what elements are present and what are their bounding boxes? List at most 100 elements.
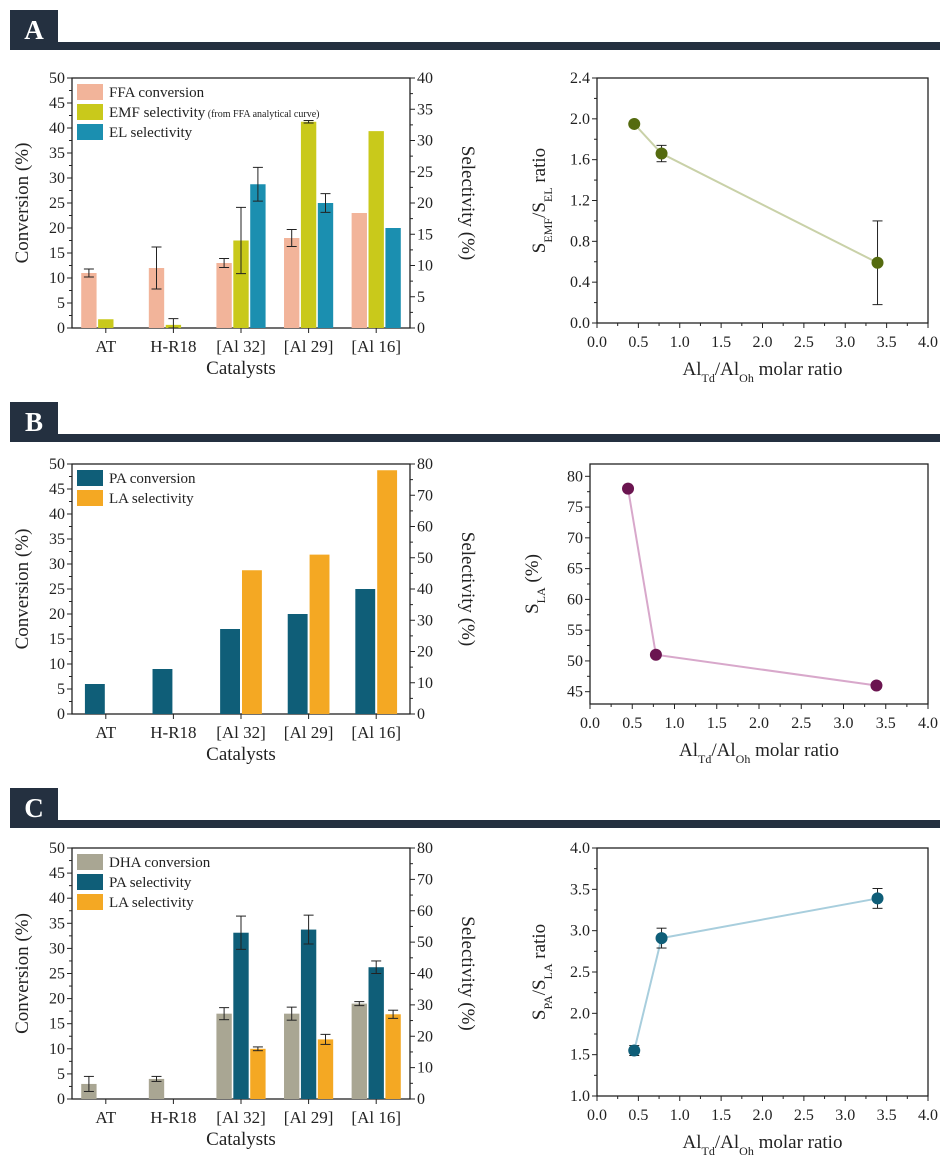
right-tick-label: 30 [417,612,433,629]
category-label: AT [95,337,116,356]
x-tick-label: 1.0 [670,334,690,351]
y-axis-title-part: S [529,1010,550,1021]
left-tick-label: 10 [49,270,65,287]
bar [287,614,308,714]
bar [385,1014,401,1099]
y-axis-title: SPA/SLA ratio [529,924,555,1020]
x-tick-label: 0.5 [628,334,648,351]
x-tick-label: 2.0 [749,715,769,732]
x-axis-title: AlTd/AlOh molar ratio [679,740,839,766]
left-tick-label: 0 [57,320,65,337]
x-tick-label: 3.0 [834,715,854,732]
y-axis-title: SEMF/SEL ratio [529,148,555,253]
x-axis-title-part: molar ratio [754,359,843,380]
left-tick-label: 5 [57,1066,65,1083]
y-tick-label: 70 [567,530,583,547]
right-tick-label: 50 [417,550,433,567]
data-point [649,648,662,661]
category-label: AT [95,1108,116,1127]
x-tick-label: 2.5 [794,334,814,351]
x-axis-title-part: molar ratio [750,740,839,761]
x-tick-label: 1.5 [711,1107,731,1124]
x-axis-title-part: Oh [736,752,751,766]
legend-label: LA selectivity [109,491,194,507]
x-tick-label: 0.0 [587,334,607,351]
x-axis-title-part: Td [702,1144,715,1158]
x-axis-title-part: Al [679,740,698,761]
category-label: H-R18 [150,337,196,356]
category-label: [Al 16] [351,337,401,356]
x-tick-label: 0.0 [587,1107,607,1124]
y2-axis-title: Selectivity (%) [457,532,478,647]
x-axis-title: Catalysts [206,358,276,379]
legend-swatch [77,470,103,486]
x-axis-title-part: Al [683,359,702,380]
right-tick-label: 0 [417,320,425,337]
panel-letter-b: B [10,402,58,442]
x-tick-label: 2.5 [794,1107,814,1124]
x-axis-title-part: Oh [739,1144,754,1158]
y-tick-label: 0.4 [570,274,590,291]
left-tick-label: 50 [49,456,65,473]
y-tick-label: 3.5 [570,881,590,898]
x-tick-label: 4.0 [918,334,938,351]
right-tick-label: 80 [417,840,433,857]
left-tick-label: 0 [57,706,65,723]
bar [368,131,384,328]
left-tick-label: 10 [49,656,65,673]
y-tick-label: 75 [567,499,583,516]
left-tick-label: 5 [57,681,65,698]
category-label: AT [95,723,116,742]
line-chart-c: 0.0 0.5 1.0 1.5 2.0 2.5 3.0 3.5 4.0 1.0 1.5 2.0 2.5 3… [529,840,938,1158]
bar [148,268,165,328]
category-label: H-R18 [150,723,196,742]
x-tick-label: 3.0 [835,334,855,351]
right-tick-label: 60 [417,903,433,920]
x-tick-label: 1.0 [670,1107,690,1124]
left-tick-label: 25 [49,195,65,212]
data-point [655,932,668,945]
left-tick-label: 10 [49,1041,65,1058]
x-tick-label: 1.5 [707,715,727,732]
legend-swatch [77,874,103,890]
left-tick-label: 15 [49,245,65,262]
right-tick-label: 10 [417,258,433,275]
x-tick-label: 0.0 [580,715,600,732]
left-tick-label: 30 [49,940,65,957]
left-tick-label: 20 [49,606,65,623]
category-label: [Al 32] [216,337,266,356]
legend-swatch [77,124,103,140]
left-tick-label: 20 [49,220,65,237]
category-label: [Al 32] [216,723,266,742]
panel-banner-b: B [10,402,940,442]
y-tick-label: 2.4 [570,70,590,87]
bar [216,1013,232,1099]
right-tick-label: 20 [417,1028,433,1045]
bar [385,228,401,328]
category-label: [Al 29] [284,723,334,742]
data-point [622,482,635,495]
legend-swatch [77,490,103,506]
x-tick-label: 0.5 [628,1107,648,1124]
plot-frame [589,463,929,705]
legend-swatch [77,104,103,120]
x-tick-label: 4.0 [918,1107,938,1124]
right-tick-label: 40 [417,966,433,983]
x-axis-title-part: molar ratio [754,1132,843,1153]
bar [284,1013,300,1099]
series-line [633,123,878,264]
right-tick-label: 0 [417,1091,425,1108]
y-axis-title-part: /S [529,202,550,218]
panel-rule-c [58,820,940,828]
plot-frame [596,77,929,324]
legend-label: DHA conversion [109,855,211,871]
category-label: H-R18 [150,1108,196,1127]
x-tick-label: 1.5 [711,334,731,351]
x-axis-title-part: Oh [739,371,754,385]
bar-chart-a: 0 5 10 15 20 25 30 35 40 45 50 0 5 10 15 20 25 30 35 40 AT H-… [12,70,478,379]
category-label: [Al 32] [216,1108,266,1127]
y-axis-title: Conversion (%) [12,143,33,264]
x-axis-title: AlTd/AlOh molar ratio [683,359,843,385]
bar [355,589,376,714]
y-tick-label: 50 [567,653,583,670]
